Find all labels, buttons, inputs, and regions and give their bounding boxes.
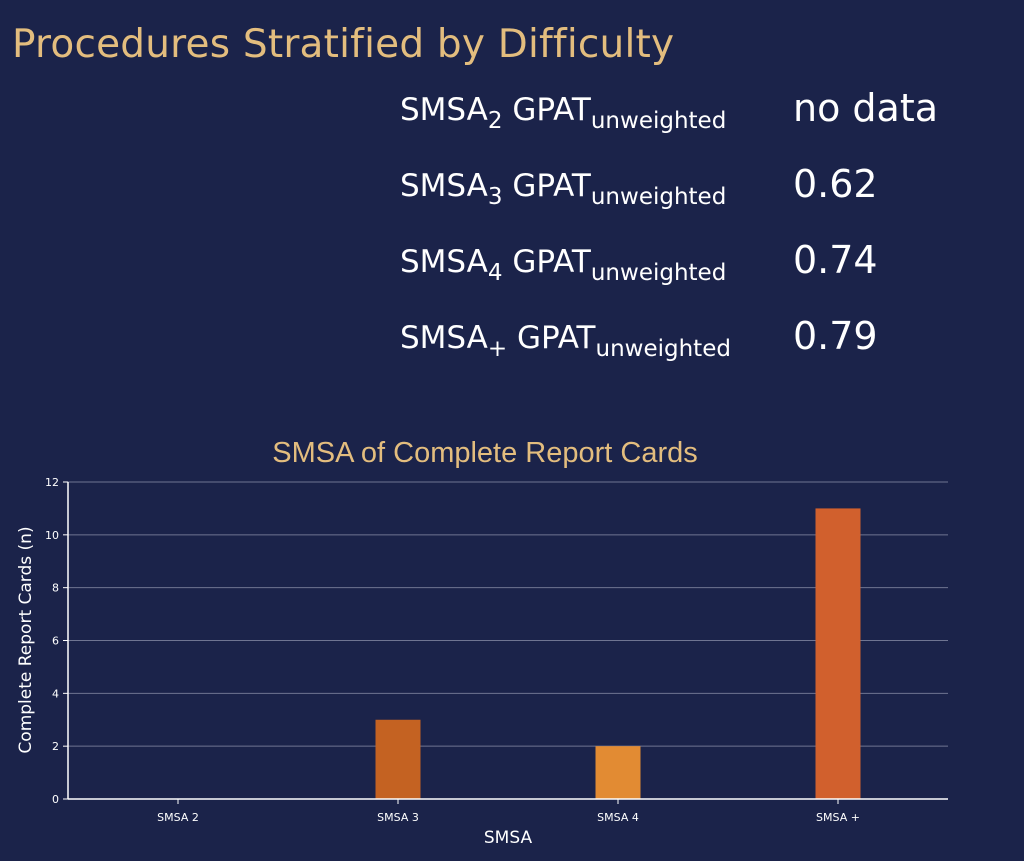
page-title: Procedures Stratified by Difficulty [12,22,675,67]
y-tick-label: 0 [52,793,59,806]
chart-canvas: SMSA of Complete Report Cards 024681012 … [16,437,948,848]
metric-label: SMSA+ GPATunweighted [400,320,731,362]
grid-lines [68,481,948,747]
x-tick-label: SMSA + [816,811,860,824]
bar [815,508,861,799]
metric-value: 0.74 [793,238,878,282]
y-axis-label: Complete Report Cards (n) [16,526,36,753]
x-axis-label: SMSA [484,828,533,848]
y-axis-ticks: 0 2 4 6 8 10 12 [45,476,68,806]
metric-label: SMSA3 GPATunweighted [400,168,727,210]
chart-title: SMSA of Complete Report Cards [272,437,698,469]
bars [375,508,861,799]
y-tick-label: 8 [52,582,59,595]
y-tick-label: 10 [45,529,59,542]
bar [375,719,421,799]
y-tick-label: 4 [52,687,59,700]
metric-value: no data [793,86,939,130]
x-tick-label: SMSA 3 [377,811,419,824]
metric-label: SMSA2 GPATunweighted [400,92,727,134]
x-tick-label: SMSA 4 [597,811,639,824]
metric-label: SMSA4 GPATunweighted [400,244,727,286]
y-tick-label: 12 [45,476,59,489]
x-tick-label: SMSA 2 [157,811,199,824]
metric-value: 0.62 [793,162,878,206]
y-tick-label: 2 [52,740,59,753]
bar [595,746,641,799]
metric-value: 0.79 [793,314,878,358]
y-tick-label: 6 [52,635,59,648]
x-axis-ticks: SMSA 2 SMSA 3 SMSA 4 SMSA + [157,799,860,824]
smsa-bar-chart: SMSA of Complete Report Cards 0 2 4 6 8 10 12 … [0,425,1024,861]
